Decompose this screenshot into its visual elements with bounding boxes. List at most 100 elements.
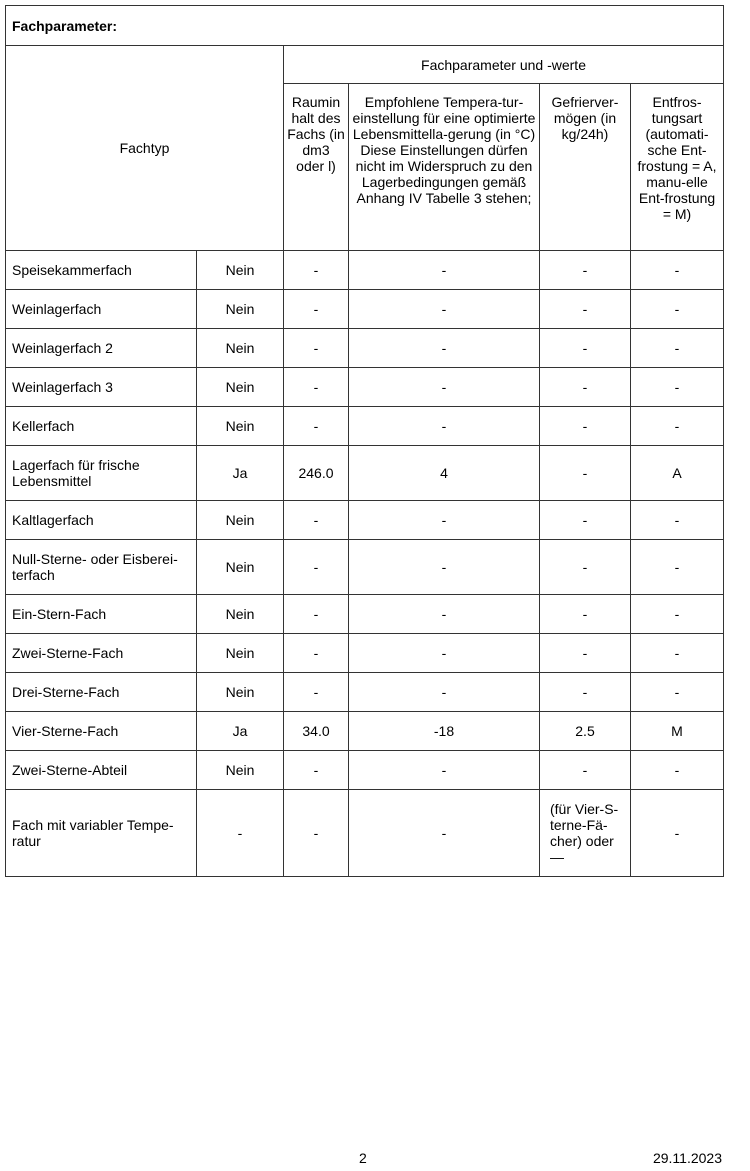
cell-present: Nein [196,750,284,790]
cell-defrost-type: - [629,633,725,673]
table-row: Zwei-Sterne-Abteil Nein - - - - [5,750,725,790]
table-title: Fachparameter: [4,5,725,46]
cell-temperature: - [348,633,540,673]
cell-present: - [196,789,284,877]
table-row: Lagerfach für frische Lebensmittel Ja 246.… [5,445,725,501]
cell-present: Ja [196,711,284,751]
header-group: Fachparameter und -werte [282,45,725,84]
cell-freeze-capacity: - [539,445,631,501]
footer-date: 29.11.2023 [652,1150,722,1166]
header-volume: Raumin halt des Fachs (in dm3 oder l) [283,83,349,251]
cell-defrost-type: - [629,500,725,540]
cell-volume: - [283,539,349,595]
cell-freeze-capacity: - [539,328,631,368]
cell-volume: - [283,633,349,673]
cell-defrost-type: - [629,789,725,877]
cell-defrost-type: - [629,406,725,446]
cell-fachtyp: Weinlagerfach 3 [5,367,197,407]
cell-temperature: - [348,789,540,877]
cell-fachtyp: Drei-Sterne-Fach [5,672,197,712]
cell-temperature: -18 [348,711,540,751]
table-row: Fach mit variabler Tempe-ratur - - - (für Vi… [5,789,725,877]
cell-freeze-capacity: - [539,289,631,329]
cell-fachtyp: Kellerfach [5,406,197,446]
cell-present: Nein [196,289,284,329]
cell-fachtyp: Weinlagerfach [5,289,197,329]
cell-fachtyp: Vier-Sterne-Fach [5,711,197,751]
cell-temperature: - [348,594,540,634]
cell-volume: - [283,672,349,712]
cell-temperature: - [348,289,540,329]
table-row: Kellerfach Nein - - - - [5,406,725,446]
cell-present: Nein [196,328,284,368]
cell-defrost-type: - [629,539,725,595]
cell-defrost-type: M [629,711,725,751]
cell-present: Nein [196,250,284,290]
cell-present: Nein [196,406,284,446]
table-row: Speisekammerfach Nein - - - - [5,250,725,290]
table-row: Kaltlagerfach Nein - - - - [5,500,725,540]
cell-freeze-capacity: - [539,250,631,290]
cell-present: Nein [196,594,284,634]
cell-fachtyp: Fach mit variabler Tempe-ratur [5,789,197,877]
cell-freeze-capacity: - [539,594,631,634]
cell-freeze-capacity: - [539,500,631,540]
cell-defrost-type: - [629,594,725,634]
cell-temperature: - [348,250,540,290]
cell-temperature: 4 [348,445,540,501]
cell-temperature: - [348,750,540,790]
cell-freeze-capacity: - [539,750,631,790]
header-freeze-capacity: Gefrierver-mögen (in kg/24h) [539,83,631,251]
cell-volume: - [283,500,349,540]
cell-volume: - [283,406,349,446]
cell-fachtyp: Lagerfach für frische Lebensmittel [5,445,197,501]
cell-fachtyp: Kaltlagerfach [5,500,197,540]
cell-volume: 246.0 [283,445,349,501]
cell-present: Nein [196,672,284,712]
cell-present: Nein [196,500,284,540]
header-temperature: Empfohlene Tempera-tur-einstellung für e… [348,83,540,251]
table-row: Ein-Stern-Fach Nein - - - - [5,594,725,634]
cell-volume: - [283,367,349,407]
cell-defrost-type: - [629,672,725,712]
cell-present: Nein [196,367,284,407]
header-defrost-type: Entfros-tungsart (automati-sche Ent-fros… [629,83,725,251]
cell-temperature: - [348,500,540,540]
cell-freeze-capacity: - [539,672,631,712]
cell-defrost-type: - [629,328,725,368]
cell-temperature: - [348,367,540,407]
cell-freeze-capacity: - [539,633,631,673]
cell-volume: - [283,289,349,329]
table-row: Weinlagerfach Nein - - - - [5,289,725,329]
header-fachtyp: Fachtyp [5,45,284,251]
cell-temperature: - [348,672,540,712]
table-row: Drei-Sterne-Fach Nein - - - - [5,672,725,712]
cell-freeze-capacity: (für Vier-S-terne-Fä-cher) oder — [539,789,631,877]
cell-fachtyp: Zwei-Sterne-Abteil [5,750,197,790]
cell-fachtyp: Ein-Stern-Fach [5,594,197,634]
cell-fachtyp: Zwei-Sterne-Fach [5,633,197,673]
table-row: Vier-Sterne-Fach Ja 34.0 -18 2.5 M [5,711,725,751]
cell-freeze-capacity: - [539,539,631,595]
cell-fachtyp: Weinlagerfach 2 [5,328,197,368]
cell-freeze-capacity: - [539,367,631,407]
table-row: Weinlagerfach 3 Nein - - - - [5,367,725,407]
table-row: Null-Sterne- oder Eisberei-terfach Nein - -… [5,539,725,595]
fachparameter-table: Fachparameter: Fachtyp Fachparameter und… [4,5,725,877]
cell-freeze-capacity: 2.5 [539,711,631,751]
cell-volume: - [283,594,349,634]
cell-defrost-type: A [629,445,725,501]
cell-fachtyp: Speisekammerfach [5,250,197,290]
page-number: 2 [359,1150,367,1166]
table-row: Zwei-Sterne-Fach Nein - - - - [5,633,725,673]
cell-defrost-type: - [629,750,725,790]
cell-defrost-type: - [629,289,725,329]
cell-present: Nein [196,633,284,673]
cell-defrost-type: - [629,250,725,290]
cell-present: Nein [196,539,284,595]
cell-volume: - [283,328,349,368]
cell-volume: 34.0 [283,711,349,751]
cell-fachtyp: Null-Sterne- oder Eisberei-terfach [5,539,197,595]
cell-temperature: - [348,406,540,446]
cell-temperature: - [348,328,540,368]
